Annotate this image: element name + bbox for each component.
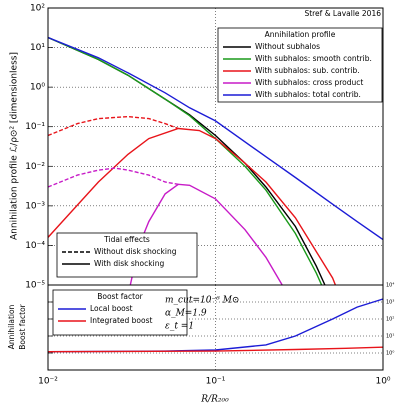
legend-label: With subhalos: sub. contrib.: [255, 66, 360, 75]
frame: [47, 284, 384, 371]
x-tick-label: 10⁻¹: [206, 377, 226, 387]
x-axis-label: R/R₂₀₀: [200, 395, 229, 405]
y-tick-label: 10⁻²: [25, 162, 45, 172]
credit: Stref & Lavalle 2016: [304, 9, 381, 18]
line: [47, 346, 384, 353]
y-tick-label: 10⁴: [386, 283, 394, 289]
y-tick-label: 10⁻⁴: [25, 241, 45, 251]
y-tick-label: 10¹: [386, 334, 394, 340]
y-tick-label: 10²: [386, 317, 394, 323]
line: [47, 115, 179, 137]
y-axis-label: Boost factor: [18, 303, 27, 349]
legend-label: Integrated boost: [90, 316, 153, 325]
y-axis-label: Annihilation profile ℒ/ρ⊙² [dimensionles…: [10, 52, 20, 240]
legend-label: Local boost: [90, 304, 133, 313]
legend-title: Boost factor: [97, 292, 143, 301]
legend-box: [217, 27, 383, 103]
y-tick-label: 10²: [30, 4, 45, 14]
legend-title: Annihilation profile: [265, 30, 336, 39]
y-tick-label: 10⁰: [30, 83, 45, 93]
y-axis-label: Annihilation: [7, 304, 16, 349]
legend-title: Tidal effects: [103, 235, 150, 244]
y-tick-label: 10³: [386, 300, 394, 306]
x-tick-label: 10⁰: [375, 377, 390, 387]
annotation: ε_t =1: [165, 322, 194, 332]
annotation: α_M=1.9: [165, 309, 207, 319]
annotation: m_cut=10⁻⁶ M⊙: [165, 296, 239, 306]
legend-label: Without subhalos: [255, 42, 320, 51]
legend-label: With subhalos: smooth contrib.: [255, 54, 372, 63]
legend-label: With subhalos: total contrib.: [255, 90, 361, 99]
y-tick-label: 10¹: [30, 43, 45, 53]
x-tick-label: 10⁻²: [38, 377, 58, 387]
legend-label: With subhalos: cross product: [255, 78, 363, 87]
legend-label: With disk shocking: [94, 259, 164, 268]
line: [47, 127, 337, 286]
legend-box: [52, 289, 188, 336]
legend-label: Without disk shocking: [94, 247, 177, 256]
y-tick-label: 10⁻³: [25, 201, 45, 211]
y-tick-label: 10⁻⁵: [25, 281, 45, 291]
y-tick-label: 10⁻¹: [25, 122, 45, 132]
line: [47, 36, 384, 241]
legend-box: [56, 232, 198, 278]
line: [47, 167, 179, 188]
y-tick-label: 10⁰: [386, 351, 394, 357]
